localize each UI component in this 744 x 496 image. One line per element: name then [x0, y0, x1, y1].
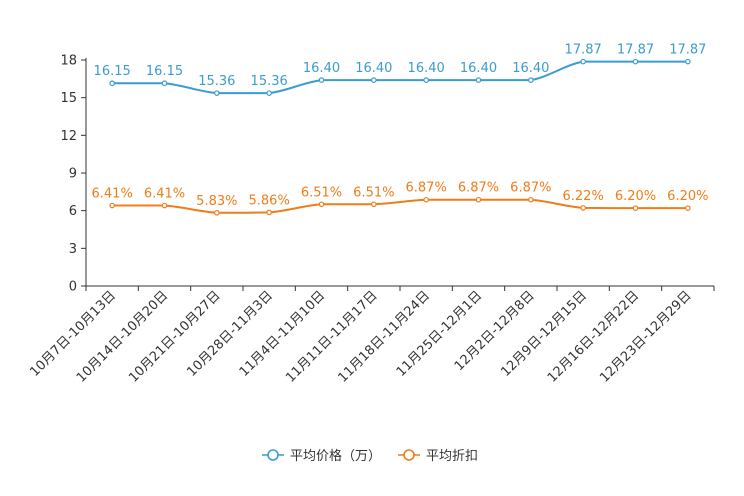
data-label: 17.87	[669, 43, 706, 58]
data-label: 5.83%	[196, 194, 237, 209]
data-point	[685, 58, 691, 65]
series-layer: 16.15 16.15 15.36 15.36 16.40 16.40 16.40 16.40…	[92, 43, 708, 216]
data-label: 16.15	[94, 64, 131, 79]
y-tick-label: 6	[69, 204, 77, 219]
data-label: 15.36	[251, 74, 288, 89]
data-point	[161, 80, 168, 87]
legend-price-label: 平均价格（万）	[290, 448, 381, 464]
data-point	[580, 205, 586, 211]
data-point	[475, 196, 482, 203]
series-0: 16.15 16.15 15.36 15.36 16.40 16.40 16.40 16.40…	[94, 43, 706, 96]
x-tick-label: 10月7日-10月13日	[27, 288, 119, 380]
legend-price-marker	[267, 449, 279, 461]
data-point	[632, 205, 639, 211]
x-tick-label: 12月23日-12月29日	[597, 288, 694, 385]
data-label: 16.40	[355, 61, 392, 76]
series-1: 6.41% 6.41% 5.83% 5.86% 6.51% 6.51% 6.87% 6.87%…	[92, 181, 708, 216]
data-label: 5.86%	[249, 193, 290, 208]
data-point	[475, 77, 482, 83]
legend-discount-label: 平均折扣	[426, 449, 478, 464]
x-tick-label: 11月11日-11月17日	[283, 288, 380, 385]
data-label: 6.20%	[615, 189, 656, 204]
data-label: 15.36	[198, 74, 235, 89]
data-point	[528, 196, 534, 203]
data-point	[266, 209, 272, 216]
data-point	[109, 80, 115, 87]
data-label: 16.40	[408, 61, 445, 76]
data-label: 6.22%	[563, 189, 604, 204]
data-point	[318, 77, 325, 83]
data-point	[371, 201, 377, 208]
data-point	[214, 210, 220, 216]
x-tick-label: 10月21日-10月27日	[126, 288, 223, 385]
y-tick-label: 3	[69, 242, 77, 257]
data-label: 16.15	[146, 64, 183, 79]
data-point	[266, 90, 272, 96]
data-point	[109, 202, 115, 209]
data-label: 16.40	[460, 61, 497, 76]
data-point	[528, 77, 534, 83]
data-label: 6.87%	[406, 181, 447, 196]
data-point	[371, 77, 377, 83]
data-label: 6.87%	[458, 181, 499, 196]
data-label: 16.40	[512, 61, 549, 76]
data-point	[423, 196, 429, 203]
data-label: 16.40	[303, 61, 340, 76]
data-label: 6.87%	[510, 181, 551, 196]
y-tick-label: 15	[60, 91, 77, 106]
data-label: 6.51%	[353, 185, 394, 200]
data-point	[161, 202, 168, 209]
data-point	[318, 201, 325, 208]
legend-item-price[interactable]: 平均价格（万）	[262, 448, 381, 464]
y-tick-label: 12	[60, 129, 77, 144]
x-tick-label: 11月18日-11月24日	[336, 288, 433, 385]
data-label: 6.51%	[301, 185, 342, 200]
x-tick-label: 10月14日-10月20日	[74, 288, 171, 385]
axes: 0 3 6 9 12 15 18 10月7日-10月13日10月14日-10月20日10月21…	[27, 54, 715, 386]
data-point	[580, 58, 586, 65]
series-line-0	[112, 60, 688, 95]
data-label: 17.87	[617, 43, 654, 58]
legend[interactable]: 平均价格（万） 平均折扣	[262, 448, 478, 464]
legend-item-discount[interactable]: 平均折扣	[398, 449, 478, 464]
y-tick-label: 0	[69, 280, 77, 295]
legend-discount-marker	[403, 449, 415, 461]
data-label: 6.20%	[667, 189, 708, 204]
data-point	[632, 58, 639, 65]
data-label: 6.41%	[144, 187, 185, 202]
x-tick-label: 12月16日-12月22日	[545, 288, 642, 385]
data-point	[214, 90, 220, 96]
y-tick-label: 9	[69, 167, 77, 182]
data-point	[423, 77, 429, 83]
series-line-1	[112, 198, 688, 214]
data-point	[685, 205, 691, 211]
data-label: 6.41%	[92, 187, 133, 202]
y-tick-label: 18	[60, 54, 77, 69]
data-label: 17.87	[565, 43, 602, 58]
